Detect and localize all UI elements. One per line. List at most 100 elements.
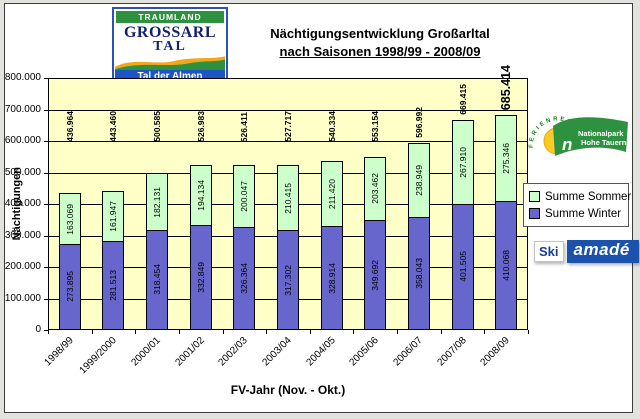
bar-summer-value-label: 203.462 — [370, 173, 381, 205]
bar-winter-value-label: 410.068 — [501, 250, 512, 281]
bar-winter-value-label: 317.302 — [283, 264, 293, 296]
legend-swatch-sommer — [529, 191, 540, 202]
bar-segment-summer: 203.462 — [364, 156, 387, 221]
bar-segment-winter: 273.895 — [58, 243, 81, 330]
bar-segment-summer: 267.910 — [451, 120, 474, 205]
bar-total-label: 540.334 — [317, 0, 347, 142]
bar-winter-value-label: 401.505 — [457, 251, 468, 283]
bar-segment-winter: 332.849 — [189, 225, 212, 330]
flag-icon — [553, 117, 628, 156]
bar-total-value: 436.964 — [64, 111, 75, 142]
y-axis-tick-label: 200.000 — [4, 261, 41, 272]
logo-waves-graphic — [115, 56, 225, 70]
logo-tal-text: TAL — [153, 39, 187, 54]
bar-segment-summer: 275.346 — [495, 115, 518, 202]
ski-amade-logo: Ski amadé — [534, 240, 639, 263]
bar-total-value: 553.154 — [370, 111, 381, 142]
bar-summer-value-label: 210.415 — [283, 182, 293, 214]
bar-winter-value-label: 318.454 — [152, 264, 163, 296]
bar-total-value: 685.414 — [499, 64, 514, 111]
x-axis-tick — [440, 330, 442, 334]
np-line2: Hohe Tauern — [581, 138, 627, 147]
y-axis-tick — [44, 141, 48, 142]
bar-winter-value-label: 358.043 — [413, 258, 424, 289]
bar-total-label: 596.992 — [404, 0, 434, 138]
y-axis-tick — [44, 298, 48, 300]
bar-total-label: 685.414 — [491, 0, 521, 110]
y-axis-tick — [44, 235, 48, 237]
y-axis-tick — [44, 204, 48, 205]
bar-segment-summer: 211.420 — [320, 160, 343, 228]
legend-label-winter: Summe Winter — [545, 207, 622, 220]
bar-summer-value-label: 161.947 — [108, 201, 119, 233]
x-axis-tick — [309, 330, 311, 334]
grossarltal-logo: TRAUMLAND GROSSARL TAL Tal der Almen — [112, 7, 228, 86]
bar-summer-value-label: 275.346 — [501, 143, 512, 174]
legend-label-sommer: Summe Sommer — [545, 190, 632, 203]
bar-total-label: 669.415 — [448, 0, 478, 115]
bar-total-label: 526.983 — [186, 0, 216, 142]
bar-winter-value-label: 273.895 — [64, 271, 75, 303]
x-axis-title: FV-Jahr (Nov. - Okt.) — [230, 383, 346, 397]
bar-winter-value-label: 349.692 — [370, 259, 381, 291]
gridline — [48, 109, 528, 111]
y-axis-tick-label: 400.000 — [4, 198, 41, 209]
bar-summer-value-label: 163.069 — [64, 203, 75, 235]
np-line1: Nationalpark — [578, 129, 624, 138]
y-axis-tick — [44, 78, 48, 79]
legend: Summe Sommer Summe Winter — [523, 183, 632, 227]
bar-summer-value-label: 211.420 — [326, 179, 337, 210]
bar-total-label: 526.411 — [229, 0, 259, 142]
ski-label: Ski — [534, 241, 564, 262]
y-axis-tick-label: 0 — [35, 324, 41, 335]
bar-segment-summer: 182.131 — [146, 173, 169, 231]
x-axis-tick — [528, 330, 529, 334]
x-axis-tick — [484, 330, 486, 334]
x-axis-tick — [266, 330, 268, 334]
bar-total-label: 553.154 — [360, 0, 390, 142]
x-axis-tick — [353, 330, 355, 334]
legend-swatch-winter — [529, 208, 540, 219]
y-axis-tick — [44, 267, 48, 268]
bar-total-value: 669.415 — [457, 84, 468, 116]
bar-segment-winter: 358.043 — [407, 217, 430, 330]
bar-segment-summer: 194.134 — [189, 165, 212, 227]
bar-total-value: 526.983 — [195, 111, 206, 142]
chart-title: Nächtigungsentwicklung Großarltal nach S… — [232, 26, 528, 59]
bar-segment-winter: 349.692 — [364, 219, 387, 330]
y-axis-tick-label: 700.000 — [4, 103, 41, 115]
bar-winter-value-label: 328.914 — [326, 262, 337, 294]
chart-title-line2: nach Saisonen 1998/99 - 2008/09 — [279, 44, 481, 59]
y-axis-tick-label: 600.000 — [4, 135, 41, 146]
chart-title-line1: Nächtigungsentwicklung Großarltal — [270, 26, 490, 41]
bar-segment-winter: 326.364 — [233, 227, 256, 330]
y-axis-tick — [44, 172, 48, 174]
bar-summer-value-label: 238.949 — [413, 165, 424, 196]
logo-traumland-band: TRAUMLAND — [115, 10, 225, 24]
bar-winter-value-label: 326.364 — [239, 263, 250, 294]
logo-name: GROSSARL TAL — [115, 24, 225, 54]
y-axis-tick-label: 100.000 — [4, 292, 41, 304]
bar-segment-winter: 317.302 — [277, 230, 299, 330]
bar-winter-value-label: 281.513 — [108, 270, 119, 302]
x-axis-tick — [91, 330, 93, 334]
logo-grossarl-text: GROSSARL — [123, 24, 217, 41]
bar-total-label: 443.460 — [98, 0, 128, 142]
amade-label: amadé — [566, 240, 639, 263]
bar-winter-value-label: 332.849 — [195, 262, 206, 293]
bar-total-value: 500.585 — [152, 111, 163, 142]
y-axis-tick-label: 800.000 — [4, 72, 41, 83]
bar-segment-summer: 238.949 — [407, 142, 430, 219]
y-axis-tick — [44, 330, 48, 331]
y-axis-tick-label: 500.000 — [4, 166, 41, 178]
bar-total-value: 526.411 — [239, 111, 250, 142]
bar-summer-value-label: 200.047 — [239, 181, 250, 213]
bar-segment-summer: 210.415 — [277, 164, 299, 232]
bar-segment-summer: 161.947 — [102, 191, 125, 243]
y-axis-tick-label: 300.000 — [4, 229, 41, 241]
bar-segment-winter: 281.513 — [102, 241, 125, 330]
bar-total-value: 527.717 — [283, 111, 293, 142]
bar-summer-value-label: 267.910 — [457, 146, 468, 178]
